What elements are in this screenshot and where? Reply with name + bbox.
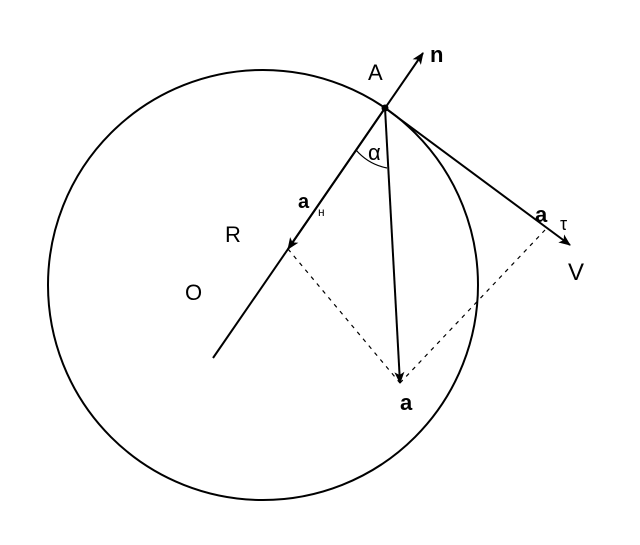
vector-a-total: [385, 108, 400, 383]
label-O: O: [185, 280, 202, 305]
label-R: R: [225, 222, 241, 247]
label-n: n: [430, 42, 443, 67]
label-alpha: α: [368, 140, 381, 165]
dash-parallelogram-1: [288, 249, 400, 383]
label-A: A: [368, 60, 383, 85]
point-A-dot: [382, 105, 389, 112]
physics-diagram: A n α R O V a a н a τ: [0, 0, 640, 545]
label-a: a: [400, 390, 413, 415]
vector-a-normal: [288, 108, 385, 249]
label-a-tau-a: a: [535, 202, 548, 227]
label-a-tau-sub: τ: [560, 214, 567, 234]
dash-parallelogram-2: [400, 230, 545, 383]
label-a-normal-sub: н: [318, 205, 325, 219]
label-V: V: [568, 259, 584, 286]
label-a-normal-a: a: [298, 191, 310, 213]
